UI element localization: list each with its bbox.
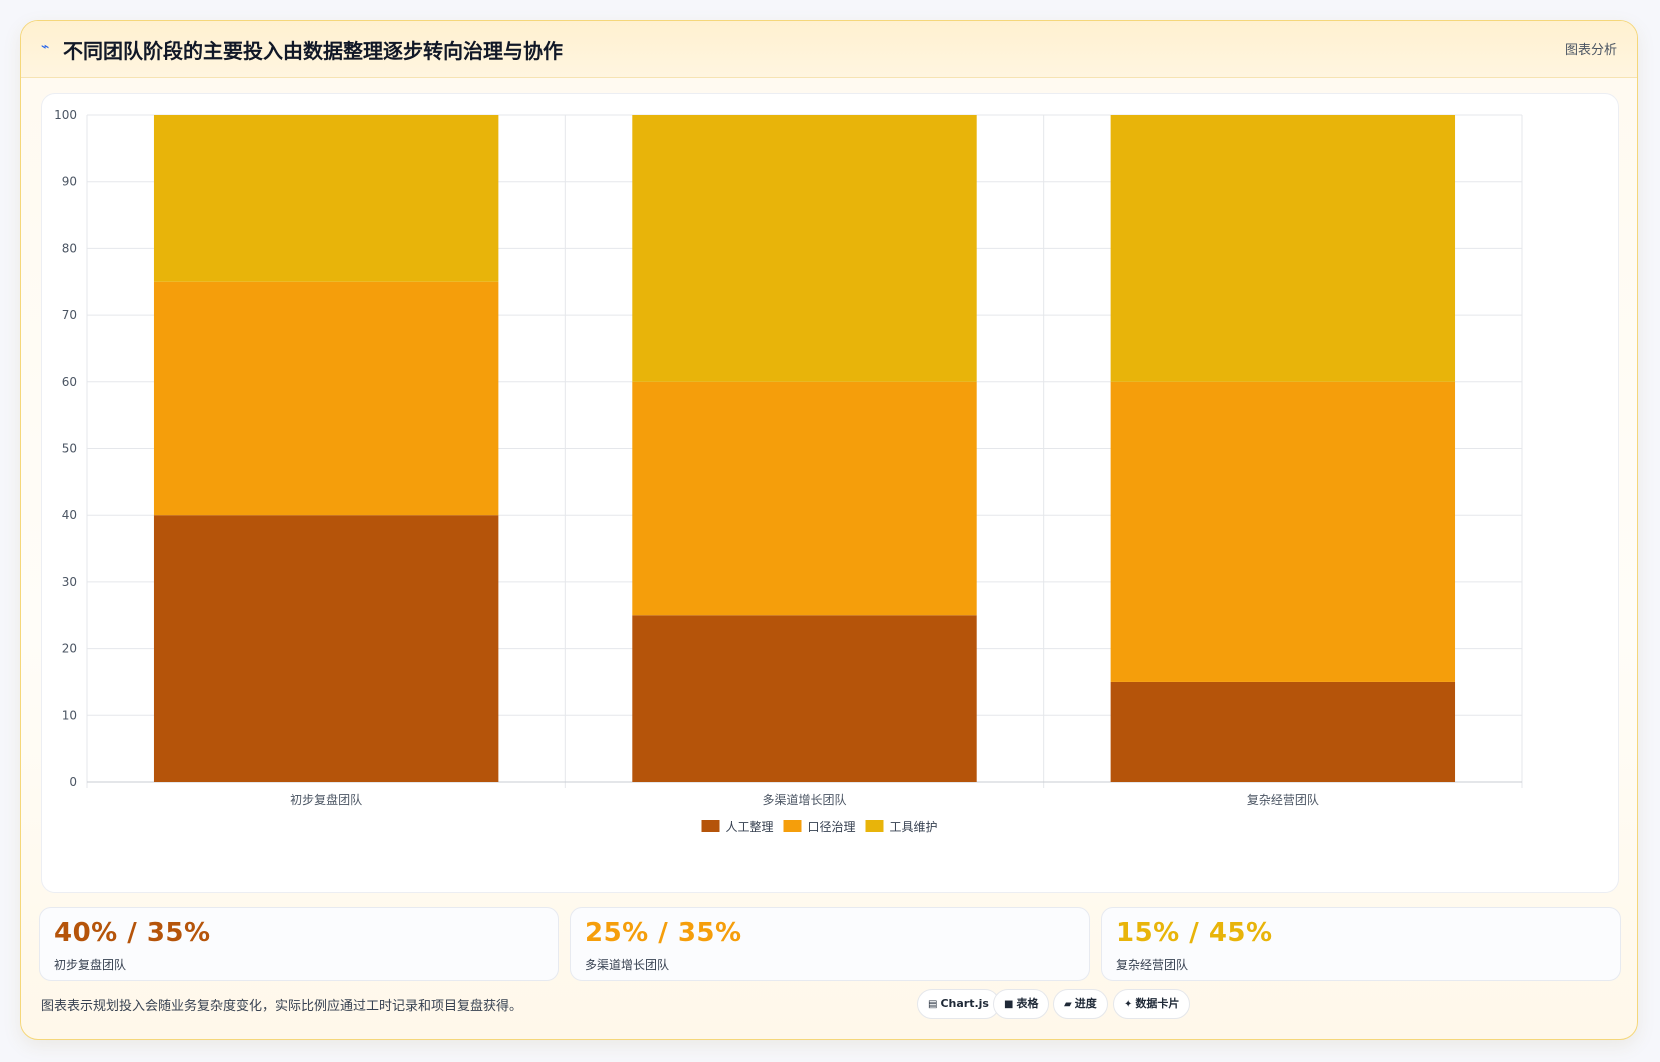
stat-label: 复杂经营团队 [1116, 958, 1189, 972]
bar-segment [632, 381, 977, 616]
y-tick-label: 0 [69, 775, 77, 789]
legend-swatch [783, 820, 802, 832]
chart-analysis-tag: 图表分析 [1564, 43, 1617, 58]
stat-label: 初步复盘团队 [54, 958, 127, 972]
bar-segment [1110, 381, 1456, 682]
pill-chartjs[interactable]: ▤ Chart.js [917, 989, 1000, 1019]
pill-data-card[interactable]: ✦ 数据卡片 [1113, 989, 1191, 1019]
card-icon: ✦ [1124, 999, 1133, 1010]
x-tick-label: 初步复盘团队 [290, 792, 362, 807]
y-tick-label: 10 [62, 708, 77, 722]
legend-swatch [701, 820, 720, 832]
bar-segment [153, 115, 499, 282]
x-tick-label: 复杂经营团队 [1247, 792, 1319, 807]
y-tick-label: 20 [62, 642, 77, 656]
stat-label: 多渠道增长团队 [585, 958, 670, 972]
pill-progress[interactable]: ▰ 进度 [1053, 989, 1108, 1019]
chart-line-icon: ⌁ [41, 39, 50, 55]
y-tick-label: 100 [54, 108, 77, 122]
y-tick-label: 60 [62, 375, 77, 389]
stat-card-3: 15% / 45% 复杂经营团队 [1101, 907, 1621, 981]
stat-value: 40% / 35% [54, 918, 211, 948]
legend-swatch [865, 820, 884, 832]
y-tick-label: 30 [62, 575, 77, 589]
stat-card-2: 25% / 35% 多渠道增长团队 [570, 907, 1090, 981]
chart-icon: ▤ [928, 999, 938, 1010]
page-title: 不同团队阶段的主要投入由数据整理逐步转向治理与协作 [63, 39, 563, 63]
bar-segment [153, 515, 499, 782]
pill-table[interactable]: ■ 表格 [993, 989, 1050, 1019]
y-tick-label: 90 [62, 175, 77, 189]
table-icon: ■ [1004, 999, 1014, 1010]
footer-note: 图表表示规划投入会随业务复杂度变化，实际比例应通过工时记录和项目复盘获得。 [41, 999, 523, 1014]
y-tick-label: 80 [62, 241, 77, 255]
legend-label: 口径治理 [808, 820, 856, 834]
x-tick-label: 多渠道增长团队 [762, 792, 846, 807]
bar-segment [632, 615, 977, 782]
bar-segment [1110, 681, 1456, 782]
y-tick-label: 50 [62, 442, 77, 456]
y-tick-label: 70 [62, 308, 77, 322]
bar-segment [632, 115, 977, 382]
card-header: ⌁ 不同团队阶段的主要投入由数据整理逐步转向治理与协作 图表分析 [21, 21, 1637, 78]
chart-card: ⌁ 不同团队阶段的主要投入由数据整理逐步转向治理与协作 图表分析 0 10 20 30… [20, 20, 1638, 1040]
stat-value: 25% / 35% [585, 918, 742, 948]
stat-value: 15% / 45% [1116, 918, 1273, 948]
stat-card-1: 40% / 35% 初步复盘团队 [39, 907, 559, 981]
legend-label: 工具维护 [890, 820, 938, 834]
bar-segment [1110, 115, 1456, 382]
bar-segment [153, 281, 499, 516]
y-tick-label: 40 [62, 508, 77, 522]
progress-icon: ▰ [1064, 999, 1072, 1010]
stacked-bar-chart: 0 10 20 30 40 50 60 70 80 90 100 初步复盘团队 多渠道增长团队 复杂经营团… [54, 108, 1523, 834]
legend-label: 人工整理 [726, 819, 774, 834]
chart-container: 0 10 20 30 40 50 60 70 80 90 100 初步复盘团队 多渠道增长团队 复杂经营团… [41, 93, 1619, 893]
